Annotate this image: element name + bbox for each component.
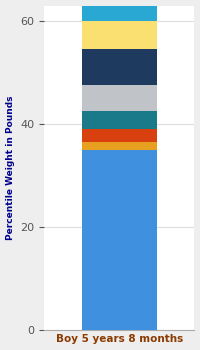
Bar <box>82 21 157 49</box>
Bar <box>82 142 157 149</box>
Bar <box>82 111 157 129</box>
Bar <box>82 85 157 111</box>
Bar <box>82 49 157 85</box>
Bar <box>82 3 157 21</box>
Bar <box>82 0 157 3</box>
Y-axis label: Percentile Weight in Pounds: Percentile Weight in Pounds <box>6 95 15 240</box>
Bar <box>82 129 157 142</box>
Bar <box>82 149 157 330</box>
